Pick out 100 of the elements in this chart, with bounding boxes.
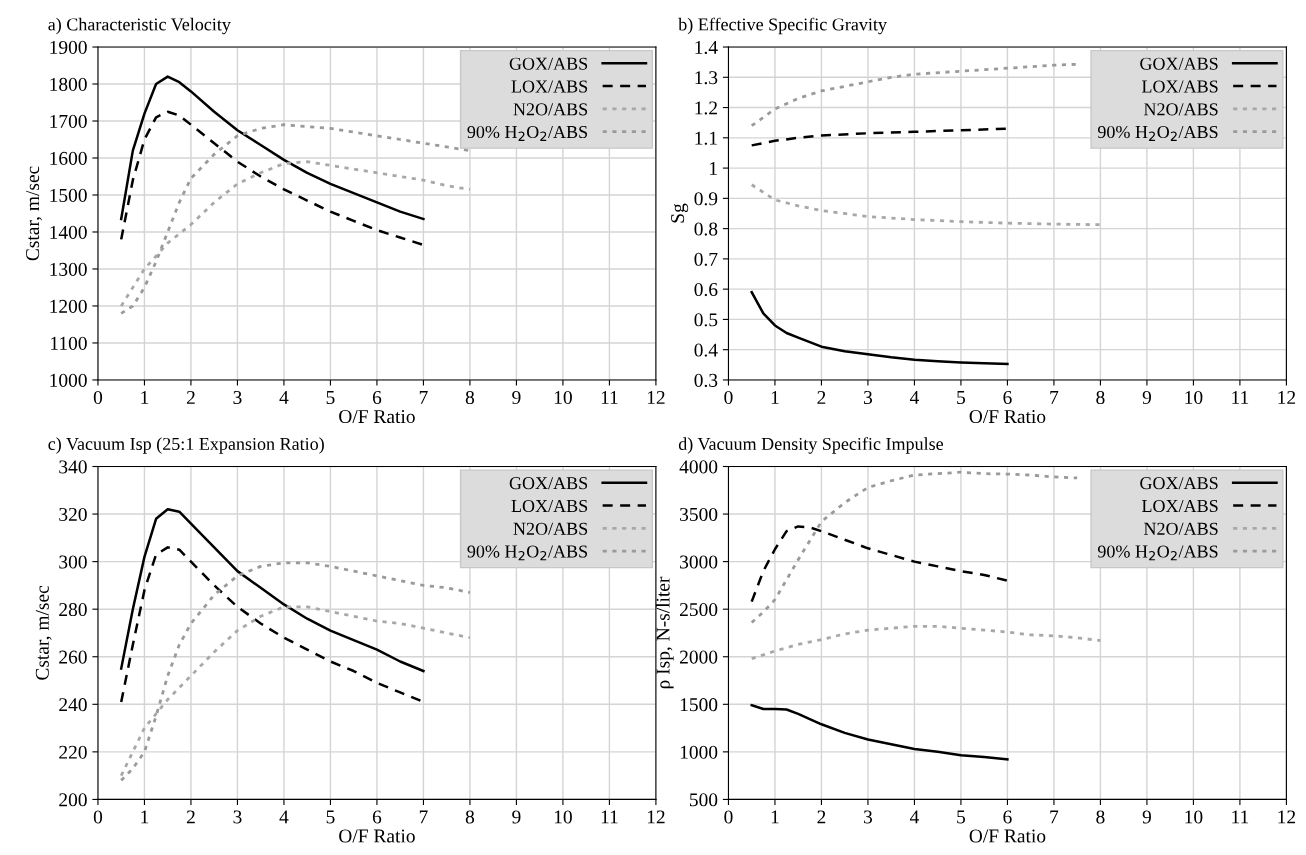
x-tick-label: 7: [1050, 810, 1059, 824]
legend-label: LOX/ABS: [511, 80, 588, 93]
x-tick-label: 8: [465, 810, 475, 824]
legend-label: LOX/ABS: [1141, 499, 1218, 513]
x-tick-label: 1: [141, 391, 149, 404]
legend-label: GOX/ABS: [1140, 477, 1218, 490]
x-tick-label: 0: [93, 390, 103, 405]
line-series: [750, 470, 1079, 624]
line-series: [119, 160, 472, 308]
x-tick-label: 7: [1050, 391, 1059, 404]
x-tick-label: 7: [419, 391, 428, 404]
y-tick-label: 1: [710, 162, 717, 175]
y-tick-label: 3000: [680, 555, 718, 569]
x-tick-label: 2: [186, 390, 195, 404]
x-tick-label: 1: [771, 391, 779, 404]
y-tick-label: 1400: [50, 225, 87, 239]
y-tick-label: 0.7: [694, 252, 718, 266]
x-tick-label: 12: [1278, 390, 1296, 404]
x-tick-label: 6: [372, 810, 382, 824]
legend-label: 90% H$_{2}$O$_{2}$/ABS: [467, 125, 587, 141]
y-tick-label: 1.1: [695, 131, 717, 145]
x-tick-label: 9: [512, 390, 521, 405]
chart-title: a) Characteristic Velocity: [48, 17, 231, 35]
legend-label: GOX/ABS: [509, 57, 588, 70]
legend-label: N2O/ABS: [513, 522, 588, 535]
x-tick-label: 10: [554, 390, 572, 405]
legend-label: 90% H$_{2}$O$_{2}$/ABS: [1097, 125, 1218, 141]
y-tick-label: 1.2: [695, 101, 717, 115]
x-tick-label: 1: [141, 810, 149, 824]
x-axis-title: O/F Ratio: [969, 829, 1046, 843]
x-tick-label: 10: [1185, 810, 1203, 824]
y-tick-label: 0.9: [694, 192, 718, 206]
line-series: [750, 183, 1102, 227]
line-series: [750, 290, 1009, 366]
y-tick-label: 3500: [680, 507, 718, 521]
chart-title: c) Vacuum Isp (25:1 Expansion Ratio): [48, 437, 324, 454]
y-tick-label: 2500: [680, 603, 718, 617]
x-tick-label: 3: [864, 390, 873, 405]
y-axis-title: Cstar, m/sec: [26, 166, 42, 261]
chart-title: b) Effective Specific Gravity: [678, 17, 887, 35]
x-tick-label: 9: [1142, 810, 1151, 824]
line-series: [750, 624, 1102, 661]
line-series: [119, 508, 425, 673]
y-tick-label: 0.5: [694, 313, 718, 327]
x-tick-label: 6: [372, 390, 382, 405]
x-tick-label: 12: [647, 390, 665, 404]
x-tick-label: 10: [1185, 390, 1203, 405]
y-axis-title: ρ Isp, N-s/liter: [655, 576, 674, 689]
x-tick-label: 6: [1003, 390, 1012, 405]
y-tick-label: 320: [59, 507, 87, 521]
line-series: [750, 525, 1009, 603]
x-tick-label: 12: [647, 810, 665, 824]
x-tick-label: 11: [1232, 391, 1249, 404]
x-axis-title: O/F Ratio: [339, 829, 415, 843]
x-tick-label: 5: [957, 391, 966, 405]
x-axis-title: O/F Ratio: [339, 410, 415, 424]
x-tick-label: 3: [864, 810, 873, 824]
y-tick-label: 1500: [50, 188, 87, 202]
x-tick-label: 8: [465, 390, 475, 405]
y-tick-label: 1600: [50, 151, 87, 165]
y-tick-label: 280: [59, 603, 87, 617]
legend-label: LOX/ABS: [1141, 80, 1218, 93]
y-tick-label: 4000: [679, 460, 718, 474]
legend-label: LOX/ABS: [511, 499, 588, 513]
x-tick-label: 5: [326, 810, 335, 824]
y-tick-label: 1000: [50, 373, 87, 387]
y-tick-label: 1200: [50, 299, 87, 313]
x-tick-label: 0: [724, 390, 733, 405]
x-tick-label: 3: [233, 810, 242, 824]
x-tick-label: 2: [817, 390, 826, 404]
y-tick-label: 1100: [51, 336, 87, 350]
x-tick-label: 8: [1096, 810, 1105, 824]
y-tick-label: 0.4: [694, 343, 718, 357]
y-tick-label: 1800: [50, 77, 87, 91]
y-tick-label: 240: [59, 698, 87, 712]
legend-label: N2O/ABS: [1143, 522, 1218, 535]
x-tick-label: 9: [512, 810, 521, 824]
x-tick-label: 5: [957, 810, 966, 824]
line-series: [119, 605, 472, 778]
x-tick-label: 12: [1278, 810, 1296, 824]
legend-label: N2O/ABS: [1143, 103, 1218, 116]
x-tick-label: 2: [817, 810, 826, 824]
x-tick-label: 1: [771, 810, 779, 824]
y-tick-label: 0.6: [694, 282, 718, 297]
x-tick-label: 11: [601, 810, 618, 824]
x-tick-label: 4: [909, 391, 919, 404]
x-tick-label: 0: [724, 810, 733, 824]
y-axis-title: Sg: [671, 203, 689, 223]
legend-label: 90% H$_{2}$O$_{2}$/ABS: [467, 545, 587, 561]
legend-label: N2O/ABS: [513, 103, 588, 116]
y-tick-label: 1000: [680, 745, 718, 759]
line-series: [119, 561, 472, 782]
x-tick-label: 4: [279, 391, 289, 404]
y-tick-label: 1300: [50, 262, 87, 276]
x-tick-label: 3: [233, 390, 242, 405]
x-tick-label: 4: [279, 810, 289, 824]
legend-label: 90% H$_{2}$O$_{2}$/ABS: [1097, 545, 1218, 561]
x-tick-label: 4: [909, 810, 919, 824]
x-tick-label: 11: [1232, 810, 1249, 824]
line-series: [750, 704, 1009, 761]
